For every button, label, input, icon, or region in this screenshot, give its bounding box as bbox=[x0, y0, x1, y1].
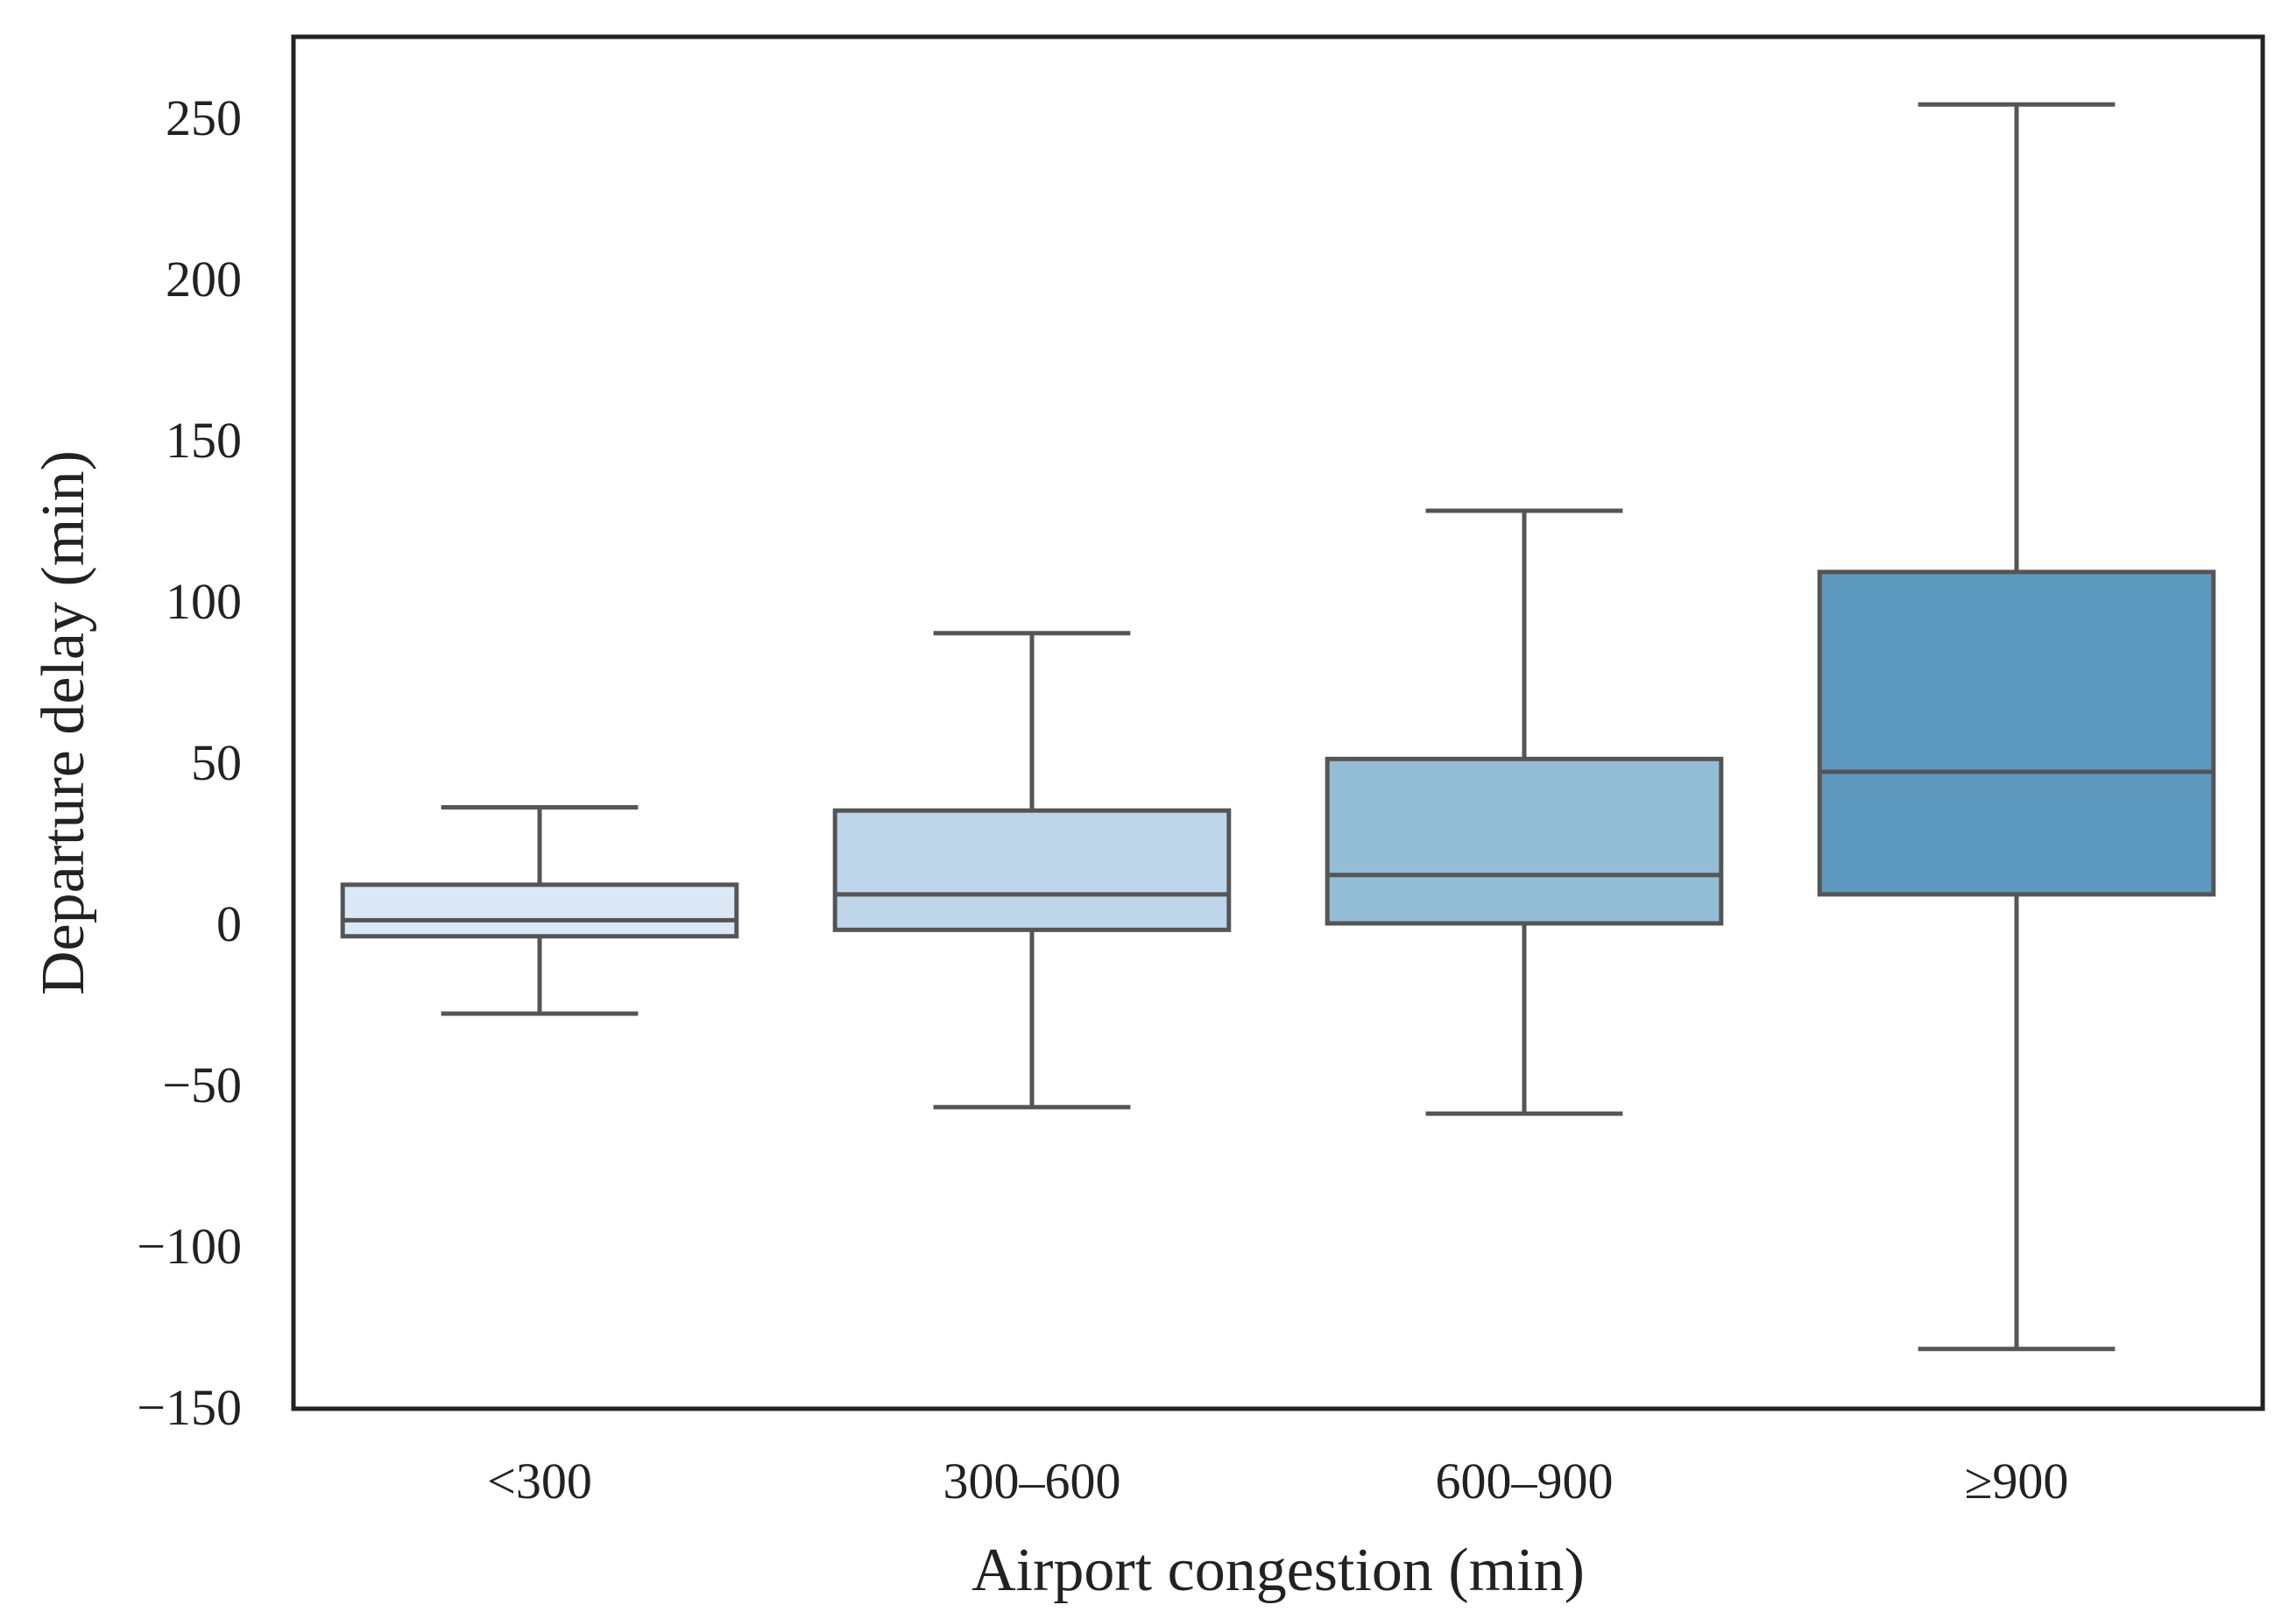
box-body bbox=[1817, 569, 2216, 897]
y-tick-label: −50 bbox=[162, 1057, 242, 1114]
y-tick-label: −100 bbox=[137, 1218, 242, 1275]
box-body bbox=[1325, 756, 1724, 926]
y-tick-label: 50 bbox=[191, 734, 242, 791]
y-tick-label: 250 bbox=[166, 89, 242, 146]
plot-frame bbox=[291, 34, 2265, 1411]
box-body bbox=[832, 808, 1232, 932]
x-axis-label: Airport congestion (min) bbox=[971, 1537, 1585, 1604]
x-tick-label: ≥900 bbox=[1965, 1453, 2069, 1509]
box-group bbox=[832, 631, 1232, 1110]
x-tick-label: 600–900 bbox=[1436, 1453, 1614, 1509]
y-tick-label: 100 bbox=[166, 573, 242, 630]
y-tick-label: 0 bbox=[216, 895, 242, 952]
box-group bbox=[1325, 508, 1724, 1116]
x-tick-label: <300 bbox=[487, 1453, 592, 1509]
y-axis-ticks: −150 −100 −50 0 50 100 150 200 250 bbox=[137, 89, 242, 1436]
x-tick-label: 300–600 bbox=[943, 1453, 1121, 1509]
x-axis-ticks: <300 300–600 600–900 ≥900 bbox=[487, 1453, 2068, 1509]
boxes-layer bbox=[340, 102, 2216, 1352]
box-group bbox=[1817, 102, 2216, 1352]
y-tick-label: 200 bbox=[166, 251, 242, 308]
box-body bbox=[340, 882, 739, 939]
y-axis-label: Departure delay (min) bbox=[30, 450, 97, 995]
y-tick-label: 150 bbox=[166, 412, 242, 469]
box-group bbox=[340, 805, 739, 1016]
y-tick-label: −150 bbox=[137, 1379, 242, 1436]
